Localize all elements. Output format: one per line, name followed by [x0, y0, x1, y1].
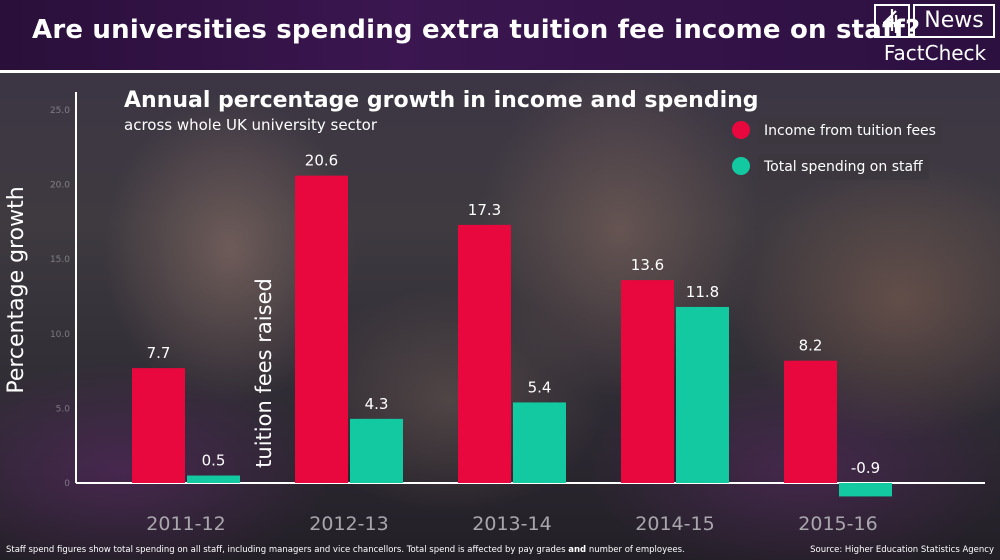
y-tick-label: 15.0	[50, 255, 70, 265]
bar-spending	[513, 402, 566, 483]
data-label: 4.3	[365, 395, 389, 413]
legend-label-spending: Total spending on staff	[758, 154, 929, 180]
bar-income	[784, 360, 837, 483]
bar-income	[295, 175, 348, 483]
y-tick-label: 10.0	[50, 330, 70, 340]
footnote-text-1: Staff spend figures show total spending …	[6, 545, 569, 555]
legend-label-income: Income from tuition fees	[758, 118, 942, 144]
headline: Are universities spending extra tuition …	[32, 15, 921, 45]
bar-income	[458, 224, 511, 483]
bar-spending	[350, 418, 403, 483]
data-label: -0.9	[851, 459, 880, 477]
footnote-bold: and	[568, 545, 587, 555]
header-bar	[0, 0, 1000, 70]
x-tick-label: 2015-16	[798, 513, 877, 535]
data-label: 17.3	[468, 201, 501, 219]
data-label: 7.7	[147, 344, 171, 362]
chart-marks: 0 5.0 10.0 15.0 20.0 25.0 7.7 0.5 2011-12 20.6 4.3…	[50, 92, 985, 535]
channel-4-icon	[874, 4, 910, 38]
data-label: 11.8	[686, 283, 719, 301]
footnote: Staff spend figures show total spending …	[6, 545, 685, 555]
x-tick-label: 2013-14	[472, 513, 551, 535]
logo-factcheck: FactCheck	[883, 41, 987, 65]
bar-income	[132, 368, 185, 483]
data-label: 5.4	[528, 378, 552, 396]
x-tick-label: 2012-13	[309, 513, 388, 535]
y-tick-label: 5.0	[56, 404, 71, 414]
header-divider	[0, 70, 1000, 73]
y-tick-label: 25.0	[50, 106, 70, 116]
source-note: Source: Higher Education Statistics Agen…	[810, 545, 994, 555]
chart-subtitle: across whole UK university sector	[124, 116, 378, 134]
data-label: 13.6	[631, 256, 664, 274]
y-tick-label: 20.0	[50, 181, 70, 191]
bar-income	[621, 280, 674, 483]
channel-4-icon-glyph	[883, 9, 901, 33]
data-label: 20.6	[305, 152, 338, 170]
x-tick-label: 2011-12	[146, 513, 225, 535]
footnote-text-2: number of employees.	[586, 545, 685, 555]
x-tick-label: 2014-15	[635, 513, 714, 535]
legend-swatch-spending	[732, 157, 750, 175]
legend-swatch-income	[732, 121, 750, 139]
bar-spending	[187, 475, 240, 483]
data-label: 0.5	[202, 452, 226, 470]
logo-news: News	[913, 4, 995, 38]
bar-spending	[839, 483, 892, 497]
data-label: 8.2	[799, 337, 823, 355]
chart-title: Annual percentage growth in income and s…	[124, 88, 759, 113]
y-tick-label: 0	[64, 479, 70, 489]
bar-spending	[676, 306, 729, 483]
